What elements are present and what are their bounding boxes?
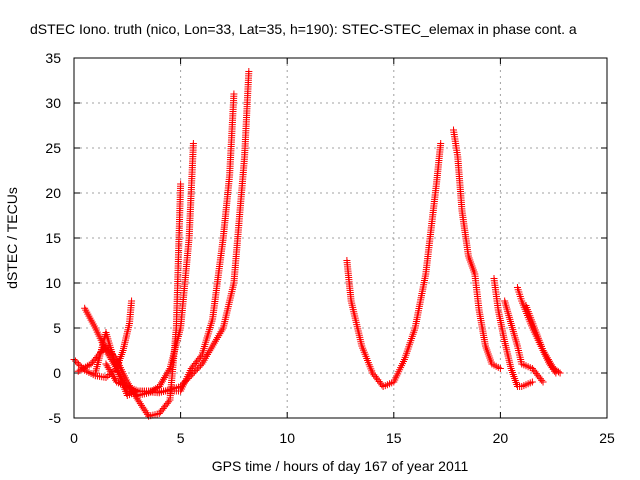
data-point	[162, 372, 170, 380]
y-tick-label: 15	[45, 230, 61, 246]
data-point	[195, 363, 203, 371]
data-point	[83, 362, 91, 370]
data-point	[548, 364, 556, 372]
y-tick-label: 5	[53, 320, 61, 336]
data-point	[109, 373, 117, 381]
data-point	[181, 378, 189, 386]
data-point	[165, 398, 173, 406]
series	[522, 302, 560, 377]
data-point	[75, 360, 83, 368]
data-point	[192, 366, 200, 374]
data-point	[135, 398, 143, 406]
data-point	[141, 407, 149, 415]
plot-frame	[73, 57, 608, 419]
data-point	[196, 362, 204, 370]
data-point	[111, 374, 119, 382]
chart-title: dSTEC Iono. truth (nico, Lon=33, Lat=35,…	[30, 21, 577, 37]
data-point	[73, 359, 81, 367]
data-point	[107, 369, 115, 377]
data-point	[539, 378, 547, 386]
data-point	[528, 378, 536, 386]
x-tick-label: 0	[70, 430, 78, 446]
x-tick-label: 25	[599, 430, 615, 446]
data-point	[102, 360, 110, 368]
data-point	[158, 377, 166, 385]
data-point	[496, 365, 504, 372]
data-point	[184, 374, 192, 382]
data-point	[138, 401, 146, 409]
data-point	[78, 365, 86, 373]
data-point	[140, 405, 148, 413]
x-tick-label: 5	[177, 430, 185, 446]
y-tick-label: 0	[53, 365, 61, 381]
data-point	[177, 180, 185, 188]
series	[91, 90, 238, 399]
data-point	[545, 360, 553, 368]
grid	[74, 58, 607, 418]
data-point	[103, 362, 111, 370]
x-tick-label: 10	[279, 430, 295, 446]
y-tick-label: 20	[45, 185, 61, 201]
data-point	[160, 375, 168, 383]
data-point	[106, 367, 114, 375]
data-series	[70, 68, 564, 420]
y-tick-label: 30	[45, 95, 61, 111]
data-point	[74, 367, 82, 375]
data-point	[187, 371, 195, 379]
data-point	[157, 379, 165, 387]
data-point	[538, 376, 546, 384]
data-point	[230, 90, 238, 98]
data-point	[142, 409, 150, 417]
data-point	[245, 68, 253, 75]
data-point	[178, 381, 186, 389]
data-point	[133, 394, 141, 402]
data-point	[552, 369, 560, 377]
data-point	[104, 364, 112, 372]
data-point	[183, 376, 191, 384]
series	[490, 275, 536, 390]
y-axis-label: dSTEC / TECUs	[4, 187, 20, 289]
data-point	[72, 357, 80, 365]
series	[501, 297, 547, 386]
data-point	[193, 365, 201, 373]
data-point	[161, 374, 169, 381]
series	[449, 126, 504, 372]
data-point	[108, 371, 116, 379]
data-point	[80, 364, 88, 372]
y-tick-label: 10	[45, 275, 61, 291]
data-point	[437, 140, 445, 147]
y-tick-label: 35	[45, 50, 61, 66]
x-tick-label: 20	[493, 430, 509, 446]
series	[343, 140, 445, 390]
y-tick-label: 25	[45, 140, 61, 156]
data-point	[190, 368, 198, 376]
data-point	[136, 400, 144, 408]
data-point	[104, 372, 112, 380]
data-point	[76, 366, 84, 374]
data-point	[180, 379, 188, 387]
data-point	[186, 373, 194, 381]
data-point	[177, 383, 185, 390]
data-point	[123, 378, 131, 386]
x-tick-label: 15	[386, 430, 402, 446]
y-tick-label: -5	[49, 410, 62, 426]
data-point	[165, 366, 173, 374]
data-point	[105, 365, 113, 373]
series	[74, 180, 185, 420]
data-point	[156, 381, 164, 389]
data-point	[189, 370, 197, 378]
data-point	[139, 403, 147, 411]
data-point	[547, 362, 555, 370]
x-axis-label: GPS time / hours of day 167 of year 2011	[212, 458, 469, 474]
data-point	[82, 363, 90, 371]
data-point	[143, 410, 151, 418]
data-point	[551, 367, 559, 375]
data-point	[549, 365, 557, 373]
data-point	[134, 396, 142, 404]
data-point	[102, 374, 110, 381]
series	[102, 68, 253, 397]
data-point	[128, 297, 136, 305]
data-point	[189, 140, 197, 147]
